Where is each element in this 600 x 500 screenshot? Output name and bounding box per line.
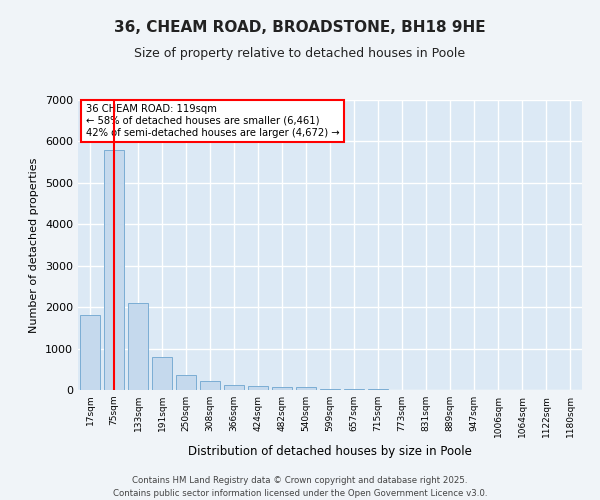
Bar [296, 388, 316, 390]
Bar [272, 386, 292, 390]
Bar [152, 357, 172, 390]
Text: Contains HM Land Registry data © Crown copyright and database right 2025.: Contains HM Land Registry data © Crown c… [132, 476, 468, 485]
X-axis label: Distribution of detached houses by size in Poole: Distribution of detached houses by size … [188, 446, 472, 458]
Bar [200, 381, 220, 390]
Bar [224, 385, 244, 390]
Y-axis label: Number of detached properties: Number of detached properties [29, 158, 40, 332]
Bar [320, 388, 340, 390]
Bar [80, 316, 100, 390]
Bar [128, 303, 148, 390]
Text: Size of property relative to detached houses in Poole: Size of property relative to detached ho… [134, 48, 466, 60]
Bar [248, 386, 268, 390]
Text: 36, CHEAM ROAD, BROADSTONE, BH18 9HE: 36, CHEAM ROAD, BROADSTONE, BH18 9HE [114, 20, 486, 35]
Text: Contains public sector information licensed under the Open Government Licence v3: Contains public sector information licen… [113, 488, 487, 498]
Bar [176, 375, 196, 390]
Bar [104, 150, 124, 390]
Bar [344, 389, 364, 390]
Text: 36 CHEAM ROAD: 119sqm
← 58% of detached houses are smaller (6,461)
42% of semi-d: 36 CHEAM ROAD: 119sqm ← 58% of detached … [86, 104, 339, 138]
